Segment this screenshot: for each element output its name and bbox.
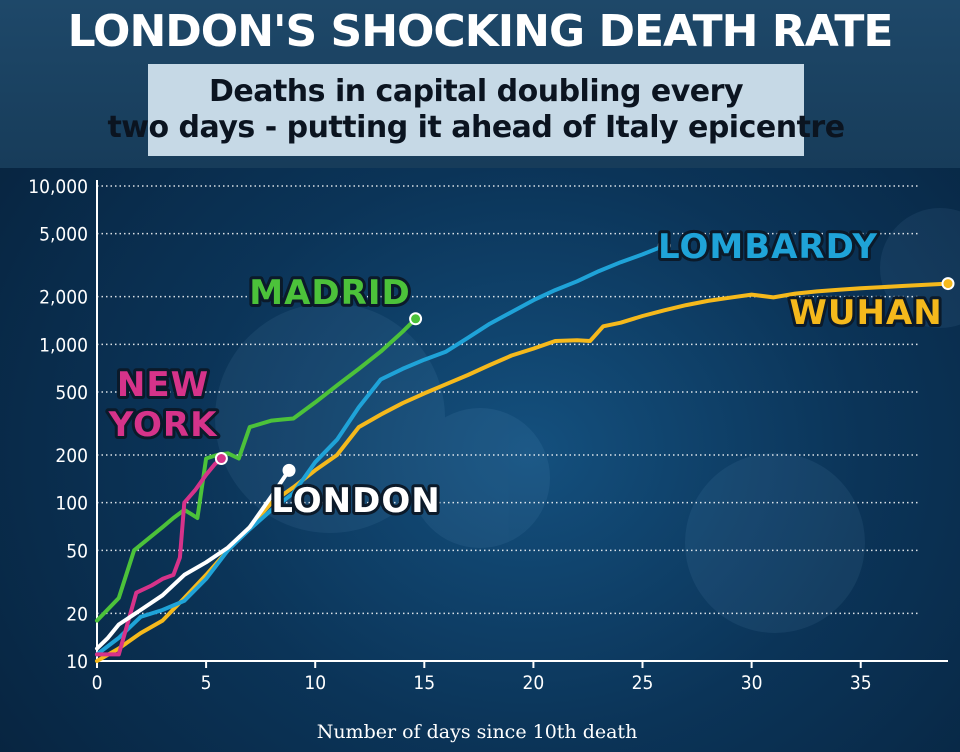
y-tick-label: 10,000 [28, 176, 88, 198]
y-tick-label: 1,000 [39, 334, 88, 356]
x-tick-label: 0 [92, 672, 103, 694]
series-end-marker-london [282, 463, 296, 477]
y-tick-label: 500 [55, 382, 88, 404]
subtitle-line-1: Deaths in capital doubling every [208, 74, 744, 109]
y-tick-label: 100 [55, 493, 88, 515]
series-line-madrid [95, 316, 418, 623]
x-tick-label: 20 [523, 672, 545, 694]
series-end-marker-wuhan [941, 277, 955, 291]
x-tick-label: 10 [304, 672, 326, 694]
y-tick-label: 10 [66, 651, 88, 673]
y-tick-label: 2,000 [39, 287, 88, 309]
series-label-london: LONDON [271, 481, 440, 521]
y-tick-label: 20 [66, 603, 88, 625]
series-label-new_york: YORK [108, 405, 218, 445]
x-axis-label: Number of days since 10th death [317, 721, 638, 743]
y-tick-label: 200 [55, 445, 88, 467]
header: LONDON'S SHOCKING DEATH RATE Deaths in c… [0, 0, 960, 168]
subtitle-box: Deaths in capital doubling every two day… [107, 64, 845, 156]
series-line-lombardy [95, 243, 667, 657]
series-end-marker-madrid [409, 312, 423, 326]
x-tick-label: 35 [850, 672, 872, 694]
series-label-new_york: NEW [117, 365, 209, 405]
x-tick-label: 30 [741, 672, 763, 694]
series-end-marker-lombardy [657, 239, 671, 253]
y-tick-label: 5,000 [39, 224, 88, 246]
series-label-lombardy: LOMBARDY [658, 227, 878, 267]
series-label-madrid: MADRID [249, 273, 410, 313]
page-title: LONDON'S SHOCKING DEATH RATE [67, 6, 894, 57]
series-lines [95, 239, 955, 663]
x-tick-label: 5 [201, 672, 212, 694]
series-end-marker-new_york [214, 452, 228, 466]
x-tick-label: 25 [632, 672, 654, 694]
series-line-london [95, 468, 291, 651]
chart: 10 20 50 100 200 500 1,000 2,000 5,000 10,000 0 5 10… [28, 176, 960, 743]
axes: 10 20 50 100 200 500 1,000 2,000 5,000 10,000 0 5 10… [28, 176, 948, 694]
series-label-wuhan: WUHAN [789, 293, 942, 333]
virus-decoration [215, 208, 960, 633]
subtitle-line-2: two days - putting it ahead of Italy epi… [107, 110, 845, 145]
series-line-new_york [95, 456, 224, 657]
grid-lines [97, 185, 918, 615]
x-tick-label: 15 [413, 672, 435, 694]
y-tick-label: 50 [66, 540, 88, 562]
